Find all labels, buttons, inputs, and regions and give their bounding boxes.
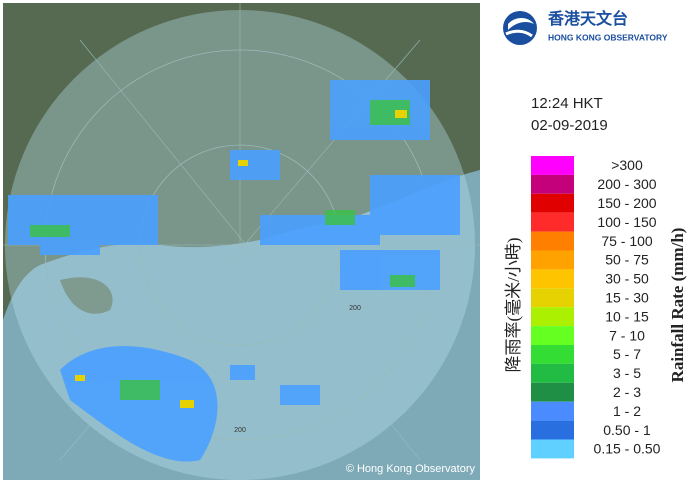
logo-chinese: 香港天文台 (547, 9, 628, 28)
range-label: 200 (349, 305, 361, 312)
legend-swatch (531, 269, 574, 289)
copyright: © Hong Kong Observatory (346, 463, 476, 475)
legend-label: 1 - 2 (613, 403, 641, 419)
legend-swatch (531, 288, 574, 308)
legend-label: 75 - 100 (601, 233, 653, 249)
legend-swatch (531, 420, 574, 440)
legend-title-english: Rainfall Rate (mm/h) (668, 228, 687, 383)
legend-title-chinese: 降雨率(毫米/小時) (504, 237, 523, 372)
legend-label: 2 - 3 (613, 384, 641, 400)
legend-swatch (531, 212, 574, 232)
legend-swatch (531, 326, 574, 345)
legend-label: 30 - 50 (605, 271, 649, 287)
legend-label: 5 - 7 (613, 346, 641, 362)
legend-swatch (531, 363, 574, 383)
logo-english: HONG KONG OBSERVATORY (548, 32, 668, 42)
legend: >300 200 - 300 150 - 200 100 - 150 75 - 100 5… (531, 156, 661, 459)
legend-swatch (531, 231, 574, 251)
time: 12:24 HKT (531, 95, 603, 112)
legend-swatch (531, 193, 574, 213)
legend-label: 150 - 200 (597, 195, 656, 211)
legend-label: 100 - 150 (597, 214, 656, 230)
legend-swatch (531, 382, 574, 402)
legend-label: 50 - 75 (605, 252, 649, 268)
legend-label: 10 - 15 (605, 308, 649, 324)
legend-swatch (531, 250, 574, 270)
logo: 香港天文台 HONG KONG OBSERVATORY (503, 9, 668, 45)
legend-label: >300 (611, 157, 643, 173)
radar-map: 200 200 © Hong Kong Observatory (3, 3, 480, 480)
legend-label: 200 - 300 (597, 176, 656, 192)
legend-swatch (531, 307, 574, 327)
legend-label: 7 - 10 (609, 327, 645, 343)
date: 02-09-2019 (531, 117, 608, 134)
legend-label: 0.15 - 0.50 (594, 441, 661, 457)
legend-swatch (531, 345, 574, 364)
range-label: 200 (234, 427, 246, 434)
legend-swatch (531, 174, 574, 194)
legend-label: 3 - 5 (613, 365, 641, 381)
legend-swatch (531, 401, 574, 421)
legend-swatch (531, 439, 574, 459)
legend-swatch (531, 156, 574, 175)
legend-label: 15 - 30 (605, 289, 649, 305)
legend-label: 0.50 - 1 (603, 422, 651, 438)
